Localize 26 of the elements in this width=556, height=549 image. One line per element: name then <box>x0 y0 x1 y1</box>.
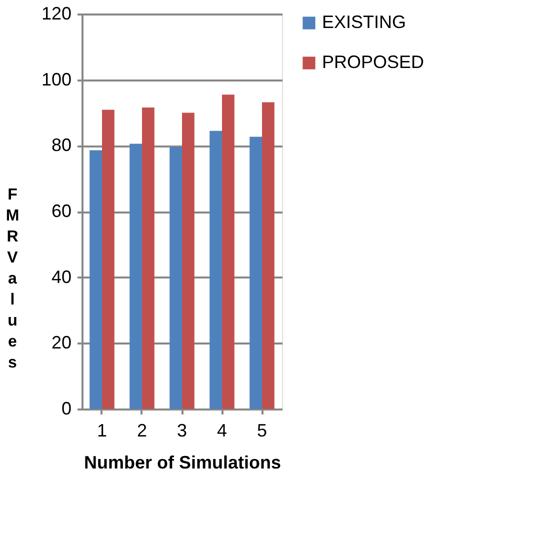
text: FMR Values <box>6 186 20 372</box>
x-tick-label: 1 <box>96 420 108 440</box>
bar <box>250 136 262 409</box>
legend-label: PROPOSED <box>322 52 424 72</box>
y-tick-label: 20 <box>51 332 72 353</box>
bar <box>102 110 114 409</box>
bar <box>182 112 194 409</box>
y-tick-label: 100 <box>41 69 72 90</box>
y-tick-label: 80 <box>51 135 72 156</box>
bar <box>142 107 154 409</box>
bar <box>222 94 234 409</box>
bar <box>262 102 274 409</box>
y-tick-label: 60 <box>51 201 72 221</box>
x-tick-label: 4 <box>216 420 228 440</box>
y-tick-label: 40 <box>51 266 72 287</box>
x-tick-label: 5 <box>256 420 268 440</box>
x-axis-title: Number of Simulations <box>84 452 282 472</box>
bar <box>170 146 182 409</box>
x-tick-label: 2 <box>136 420 148 440</box>
y-tick-label: 0 <box>61 398 72 418</box>
bar <box>90 150 102 409</box>
y-tick-label: 120 <box>41 4 72 24</box>
bar <box>210 130 222 409</box>
bar <box>130 144 142 409</box>
legend-label: EXISTING <box>322 12 406 32</box>
x-tick-label: 3 <box>176 420 188 440</box>
